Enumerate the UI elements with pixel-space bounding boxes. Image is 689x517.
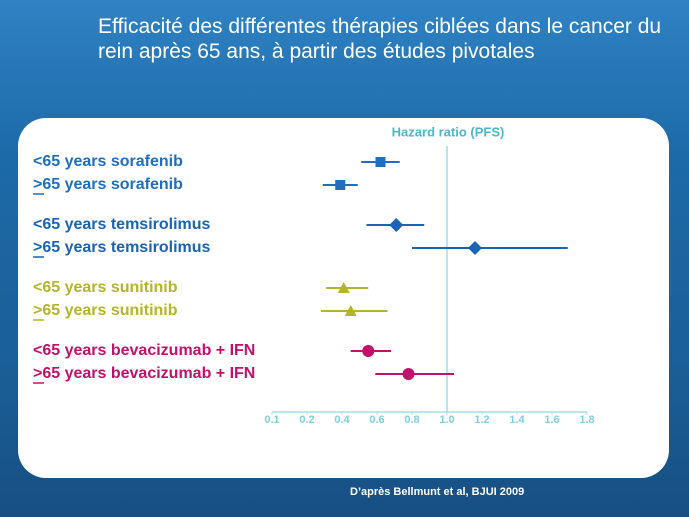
x-tick-label: 1.0 (439, 414, 454, 426)
row-label: <65 years temsirolimus (33, 216, 211, 233)
marker (402, 368, 415, 380)
marker (375, 157, 386, 167)
panel (18, 118, 669, 478)
chart-title: Efficacité des différentes thérapies cib… (98, 15, 662, 63)
x-tick-label: 0.4 (334, 414, 350, 426)
x-tick-label: 0.1 (264, 414, 279, 426)
x-axis-title: Hazard ratio (PFS) (392, 124, 505, 139)
marker (337, 282, 350, 293)
marker (344, 305, 357, 316)
marker (335, 180, 346, 190)
x-tick-label: 1.8 (579, 414, 594, 426)
x-tick-label: 0.8 (404, 414, 419, 426)
row-label: >65 years sunitinib (33, 302, 178, 319)
marker (362, 345, 375, 357)
x-tick-label: 1.6 (544, 414, 559, 426)
source-note: D’après Bellmunt et al, BJUI 2009 (350, 486, 525, 498)
marker (468, 241, 482, 255)
marker (389, 218, 404, 232)
x-tick-label: 1.4 (509, 414, 525, 426)
row-label: >65 years bevacizumab + IFN (33, 365, 255, 382)
row-label: >65 years sorafenib (33, 176, 183, 193)
row-label: <65 years bevacizumab + IFN (33, 342, 255, 359)
row-label: <65 years sorafenib (33, 153, 183, 170)
row-label: >65 years temsirolimus (33, 239, 211, 256)
x-tick-label: 0.2 (299, 414, 314, 426)
row-label: <65 years sunitinib (33, 279, 178, 296)
x-tick-label: 0.6 (369, 414, 384, 426)
x-tick-label: 1.2 (474, 414, 489, 426)
